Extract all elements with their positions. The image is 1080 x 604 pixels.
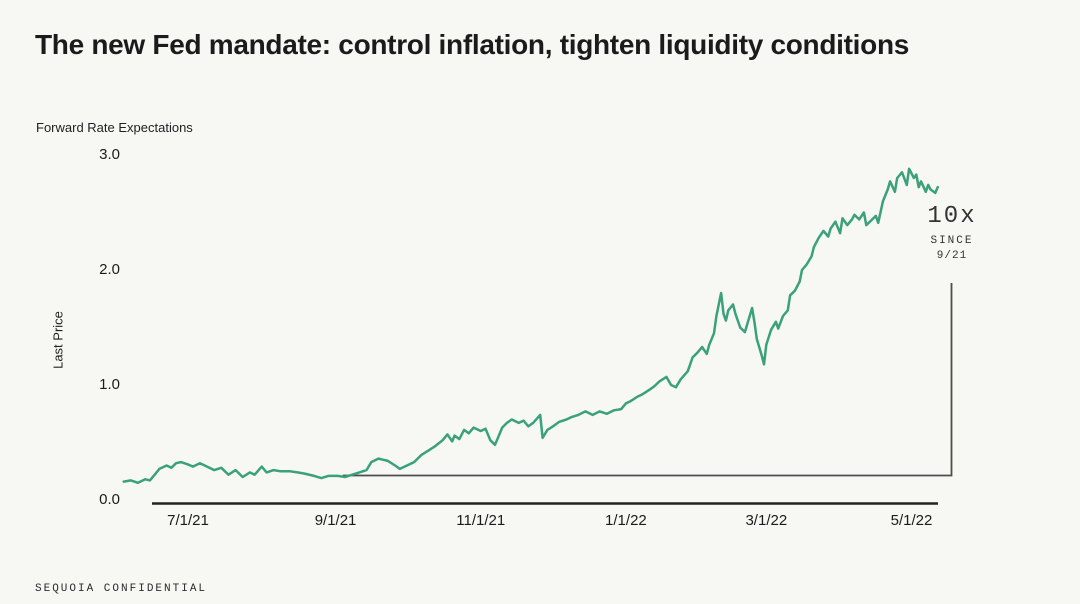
y-tick-label: 2.0 <box>99 261 120 278</box>
chart-subtitle: Forward Rate Expectations <box>36 120 193 135</box>
series-line <box>122 167 939 485</box>
x-tick-label: 5/1/22 <box>890 512 933 529</box>
x-tick-label: 11/1/21 <box>456 512 506 529</box>
annotation-date-label: 9/21 <box>936 250 968 262</box>
x-tick-label: 9/1/21 <box>314 512 357 529</box>
chart-annotation: 10x SINCE 9/21 <box>891 204 1013 264</box>
x-tick-label: 3/1/22 <box>745 512 788 529</box>
confidential-footer: SEQUOIA CONFIDENTIAL <box>35 583 208 595</box>
y-tick-label: 1.0 <box>99 376 120 393</box>
x-tick-label: 7/1/21 <box>167 512 209 529</box>
annotation-bracket <box>342 283 953 477</box>
page-title: The new Fed mandate: control inflation, … <box>35 29 910 60</box>
y-tick-label: 0.0 <box>99 491 120 508</box>
y-tick-label: 3.0 <box>99 146 120 163</box>
x-tick-label: 1/1/22 <box>605 512 647 529</box>
annotation-10x-label: 10x <box>927 203 977 230</box>
annotation-since-label: SINCE <box>930 235 974 247</box>
